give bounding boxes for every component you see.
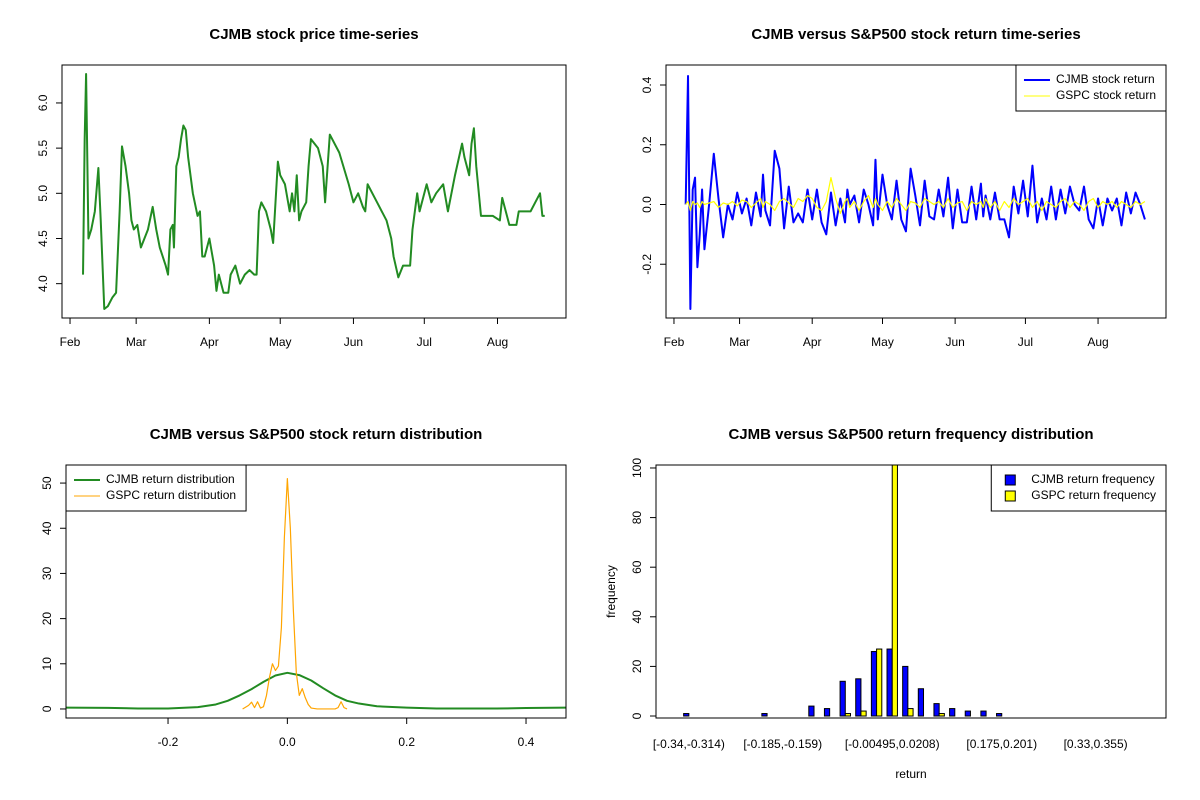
y-tick-label: 10 [40, 657, 54, 671]
legend-label: CJMB return distribution [106, 472, 235, 486]
y-tick-label: 80 [630, 511, 644, 525]
x-tick-label: [-0.185,-0.159) [743, 737, 822, 751]
legend-label: CJMB stock return [1056, 72, 1155, 86]
x-tick-label: [0.33,0.355) [1064, 737, 1128, 751]
x-tick-label: Aug [487, 335, 508, 349]
bar [860, 710, 867, 717]
bar [964, 710, 971, 717]
bar [886, 648, 893, 717]
y-tick-label: 100 [630, 458, 644, 478]
data-line [242, 477, 348, 710]
y-tick-label: 0 [630, 712, 644, 719]
y-tick-label: 4.0 [36, 275, 50, 292]
x-axis-label: return [895, 767, 926, 781]
plot-frame [61, 64, 567, 319]
data-line [684, 75, 1146, 311]
x-tick-label: Feb [60, 335, 81, 349]
x-tick-label: Apr [200, 335, 219, 349]
y-tick-label: 20 [40, 612, 54, 626]
x-tick-label: May [871, 335, 894, 349]
plot-frame [65, 464, 567, 719]
y-tick-label: 40 [40, 521, 54, 535]
y-tick-label: 0.0 [640, 196, 654, 213]
y-tick-label: 60 [630, 560, 644, 574]
chart-title: CJMB stock price time-series [209, 26, 418, 43]
bar [808, 705, 815, 717]
y-tick-label: 40 [630, 610, 644, 624]
legend-swatch [1004, 490, 1016, 502]
bar [980, 710, 987, 717]
legend: CJMB stock return GSPC stock return [1015, 64, 1167, 112]
y-tick-label: 30 [40, 566, 54, 580]
x-tick-label: Jul [1018, 335, 1033, 349]
bar [823, 708, 831, 717]
y-tick-label: 50 [40, 476, 54, 490]
x-tick-label: Aug [1087, 335, 1108, 349]
y-tick-label: 5.0 [36, 185, 50, 202]
bar [917, 688, 925, 717]
x-tick-label: [-0.00495,0.0208) [845, 737, 940, 751]
chart-title: CJMB versus S&P500 return frequency dist… [728, 426, 1093, 443]
bar [949, 708, 956, 717]
x-tick-label: -0.2 [158, 735, 179, 749]
x-tick-label: Mar [126, 335, 147, 349]
bars [683, 465, 1003, 717]
y-tick-label: 0.4 [640, 76, 654, 93]
y-tick-label: 4.5 [36, 230, 50, 247]
x-tick-label: May [269, 335, 292, 349]
data-line [685, 177, 1146, 215]
legend: CJMB return frequency GSPC return frequen… [990, 464, 1167, 512]
legend-swatch [1004, 474, 1016, 486]
bar [683, 713, 690, 717]
y-tick-label: 6.0 [36, 94, 50, 111]
x-tick-label: Jun [344, 335, 363, 349]
data-line [65, 671, 567, 710]
bar [907, 708, 914, 717]
x-tick-label: [0.175,0.201) [966, 737, 1037, 751]
x-tick-label: 0.2 [398, 735, 415, 749]
bar [761, 713, 768, 717]
bar [855, 678, 862, 717]
plot-frame [665, 64, 1167, 319]
x-tick-label: [-0.34,-0.314) [653, 737, 725, 751]
legend-label: GSPC stock return [1056, 88, 1156, 102]
chart-title: CJMB versus S&P500 stock return time-ser… [751, 26, 1080, 43]
bar [844, 713, 852, 717]
bar [839, 680, 846, 717]
bar [891, 465, 898, 717]
bar [938, 713, 945, 717]
y-axis-label: frequency [604, 565, 618, 618]
bar [902, 665, 909, 717]
x-tick-label: Apr [803, 335, 822, 349]
x-tick-label: Jun [945, 335, 964, 349]
y-tick-label: 0 [40, 705, 54, 712]
bar [876, 648, 883, 717]
legend: CJMB return distribution GSPC return dist… [65, 464, 247, 512]
bar [996, 713, 1003, 717]
bar [870, 651, 878, 717]
chart-title: CJMB versus S&P500 stock return distribu… [150, 426, 483, 443]
y-tick-label: 5.5 [36, 139, 50, 156]
x-tick-label: 0.4 [518, 735, 535, 749]
x-tick-label: 0.0 [279, 735, 296, 749]
x-tick-label: Jul [417, 335, 432, 349]
plot-frame [655, 464, 1167, 719]
y-tick-label: -0.2 [640, 254, 654, 275]
legend-label: CJMB return frequency [1031, 472, 1154, 486]
y-tick-label: 0.2 [640, 136, 654, 153]
x-tick-label: Mar [729, 335, 750, 349]
legend-label: GSPC return frequency [1031, 488, 1156, 502]
legend-box [990, 464, 1167, 512]
y-tick-label: 20 [630, 659, 644, 673]
legend-label: GSPC return distribution [106, 488, 236, 502]
bar [933, 703, 940, 717]
data-line [82, 73, 545, 310]
x-tick-label: Feb [664, 335, 685, 349]
